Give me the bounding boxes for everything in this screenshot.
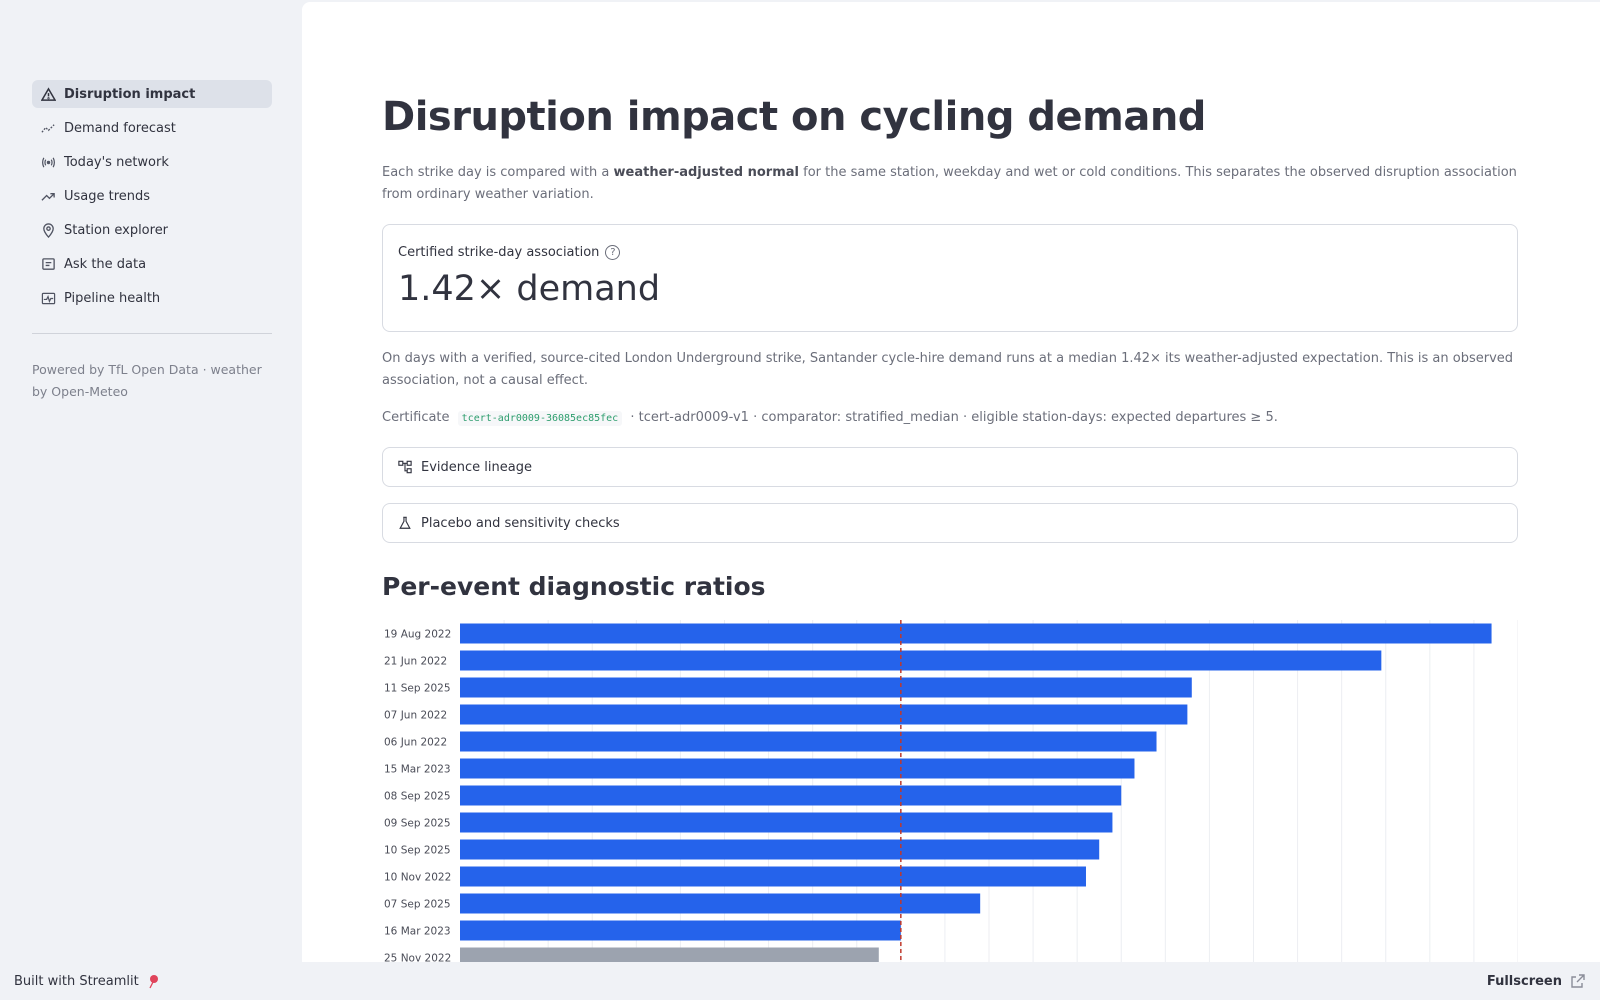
fullscreen-button[interactable]: Fullscreen — [1487, 973, 1586, 989]
lineage-icon — [397, 459, 413, 475]
chart-bar — [460, 785, 1122, 806]
trend-line-icon — [40, 120, 56, 136]
sidebar-item-label: Station explorer — [64, 222, 169, 238]
bar-label: 07 Sep 2025 — [384, 899, 451, 911]
expander-label: Placebo and sensitivity checks — [421, 515, 620, 531]
sidebar-item-demand-forecast[interactable]: Demand forecast — [32, 114, 272, 142]
sidebar-footer-text: Powered by TfL Open Data · weather by Op… — [32, 362, 262, 399]
main-panel: Disruption impact on cycling demand Each… — [302, 2, 1600, 962]
fullscreen-label: Fullscreen — [1486, 973, 1562, 989]
section-title: Per-event diagnostic ratios — [382, 572, 766, 601]
sidebar-item-todays-network[interactable]: Today's network — [32, 148, 272, 176]
evidence-lineage-expander[interactable]: Evidence lineage — [382, 447, 1518, 487]
external-link-icon — [1570, 973, 1586, 989]
bar-label: 10 Nov 2022 — [384, 872, 451, 884]
expander-label: Evidence lineage — [421, 459, 532, 475]
chart-bar — [460, 704, 1188, 725]
bar-label: 15 Mar 2023 — [384, 764, 451, 776]
sidebar-item-label: Pipeline health — [64, 290, 161, 306]
intro-bold-term: weather-adjusted normal — [613, 165, 799, 180]
warning-triangle-icon — [40, 86, 56, 102]
location-pin-icon — [40, 222, 56, 238]
page-title: Disruption impact on cycling demand — [382, 94, 1206, 140]
intro-text-end: for the same station, weekday and wet or… — [382, 165, 1517, 202]
sidebar-divider — [32, 333, 272, 334]
chart-bar — [460, 920, 901, 941]
chart-bar — [460, 893, 981, 914]
flask-icon — [397, 515, 413, 531]
sidebar-item-label: Usage trends — [64, 188, 151, 204]
bar-label: 25 Nov 2022 — [384, 953, 451, 963]
intro-text-start: Each strike day is compared with a — [382, 165, 614, 180]
metric-value: 1.42× demand — [398, 269, 661, 309]
bar-label: 08 Sep 2025 — [384, 791, 451, 803]
bar-label: 21 Jun 2022 — [384, 656, 447, 668]
monitor-heart-icon — [40, 290, 56, 306]
trending-up-icon — [40, 188, 56, 204]
sidebar-item-station-explorer[interactable]: Station explorer — [32, 216, 272, 244]
chart-bar — [460, 677, 1192, 698]
chart-bar — [460, 812, 1113, 833]
sidebar-item-disruption-impact[interactable]: Disruption impact — [32, 80, 272, 108]
metric-label: Certified strike-day association ? — [398, 245, 621, 260]
bar-label: 16 Mar 2023 — [384, 926, 451, 938]
diagnostic-ratios-chart: 19 Aug 2022 21 Jun 2022 11 Sep 2025 07 Jun … — [384, 620, 1518, 963]
sidebar-nav: Disruption impact Demand forecast Today'… — [32, 80, 272, 318]
metric-label-text: Certified strike-day association — [398, 245, 600, 260]
certificate-code: tcert-adr0009-36085ec85fec — [457, 411, 623, 426]
metric-card: Certified strike-day association ? 1.42×… — [382, 224, 1518, 332]
chart-bar — [460, 947, 879, 962]
bar-label: 09 Sep 2025 — [384, 818, 451, 830]
built-with-streamlit[interactable]: Built with Streamlit — [14, 973, 161, 989]
bar-label: 19 Aug 2022 — [384, 629, 451, 641]
sidebar-item-label: Ask the data — [64, 256, 147, 272]
certificate-details: · tcert-adr0009-v1 · comparator: stratif… — [630, 410, 1278, 425]
streamlit-logo-icon — [149, 975, 158, 989]
bar-label: 11 Sep 2025 — [384, 683, 451, 695]
chat-icon — [40, 256, 56, 272]
chart-bar — [460, 650, 1382, 671]
built-with-label: Built with Streamlit — [14, 973, 139, 989]
sidebar-item-ask-the-data[interactable]: Ask the data — [32, 250, 272, 278]
chart-bar — [460, 623, 1492, 644]
sidebar-item-label: Disruption impact — [64, 86, 196, 102]
sidebar-item-pipeline-health[interactable]: Pipeline health — [32, 284, 272, 312]
sidebar-item-label: Today's network — [64, 154, 169, 170]
chart-bar — [460, 866, 1086, 887]
bar-label: 07 Jun 2022 — [384, 710, 447, 722]
sidebar-item-usage-trends[interactable]: Usage trends — [32, 182, 272, 210]
help-icon[interactable]: ? — [605, 245, 621, 260]
chart-bar — [460, 839, 1100, 860]
association-paragraph: On days with a verified, source-cited Lo… — [382, 351, 1514, 388]
certificate-label: Certificate — [382, 410, 450, 425]
bar-label: 06 Jun 2022 — [384, 737, 447, 749]
bar-label: 10 Sep 2025 — [384, 845, 451, 857]
chart-bar — [460, 758, 1135, 779]
broadcast-icon — [40, 154, 56, 170]
certificate-line: Certificate tcert-adr0009-36085ec85fec ·… — [382, 410, 1518, 426]
placebo-checks-expander[interactable]: Placebo and sensitivity checks — [382, 503, 1518, 543]
chart-bar — [460, 731, 1157, 752]
app-footer: Built with Streamlit Fullscreen — [0, 962, 1600, 1000]
sidebar-item-label: Demand forecast — [64, 120, 176, 136]
intro-paragraph: Each strike day is compared with a weath… — [382, 162, 1518, 206]
sidebar: Disruption impact Demand forecast Today'… — [0, 0, 302, 962]
